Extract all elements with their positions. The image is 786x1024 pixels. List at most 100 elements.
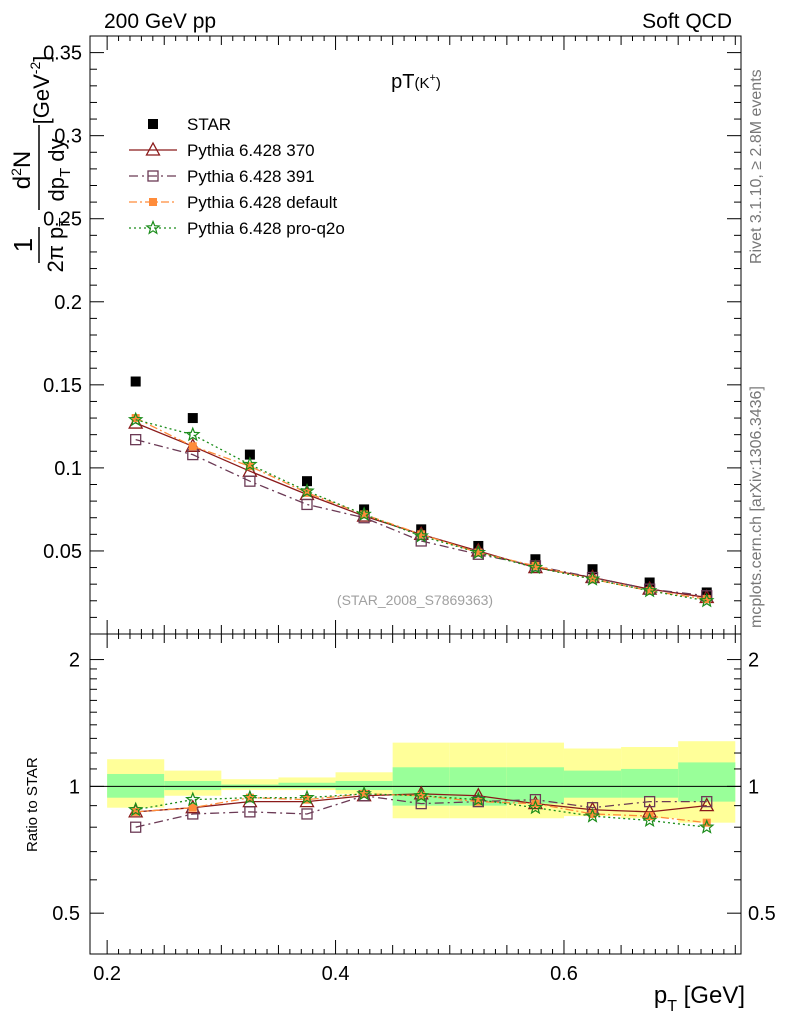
axis-ticks: [90, 35, 741, 954]
plot-title: pT(K+): [391, 71, 441, 93]
axis-tick-labels: 0.2 0.4 0.6 0.05 0.1 0.15 0.2 0.25 0.3 0.35 0.5 0.5…: [43, 43, 776, 985]
ratio-point-p391: [643, 795, 656, 808]
ratio-line-pq2o: [135, 793, 707, 828]
data-point-pdefault: [645, 586, 654, 595]
data-point-pq2o: [698, 592, 715, 608]
data-point-pdefault: [131, 414, 140, 423]
legend-label-p391: Pythia 6.428 391: [187, 167, 315, 186]
watermark: (STAR_2008_S7869363): [337, 592, 493, 608]
series-line-pdefault: [135, 417, 707, 600]
data-point-pq2o: [185, 426, 201, 442]
ratio-point-pdefault: [588, 809, 597, 818]
ratio-series: [127, 785, 715, 834]
legend-marker-pq2o: [145, 219, 161, 235]
legend-label-star: STAR: [187, 115, 231, 134]
data-point-pdefault: [531, 561, 540, 570]
legend-marker-p370: [145, 141, 161, 156]
ratio-point-pq2o: [242, 789, 258, 805]
data-point-p391: [130, 433, 142, 446]
y-tick-label-ratio: 2: [69, 650, 80, 672]
main-series: [127, 376, 715, 608]
data-point-pq2o: [527, 559, 544, 575]
data-point-pq2o: [299, 482, 315, 498]
side-text-mcplots: mcplots.cern.ch [arXiv:1306.3436]: [748, 386, 765, 628]
data-point-p391: [301, 498, 313, 511]
data-point-p391: [244, 475, 256, 487]
ratio-point-pq2o: [641, 812, 658, 828]
ratio-point-pq2o: [698, 819, 715, 834]
legend-marker-star: [148, 119, 158, 129]
ratio-point-pq2o: [299, 789, 315, 805]
svg-text:[GeV-2]: [GeV-2]: [27, 56, 54, 125]
data-point-star: [701, 587, 712, 598]
ratio-point-pq2o: [413, 787, 429, 803]
legend-marker-p391: [147, 170, 159, 182]
x-axis-label: pT [GeV]: [654, 982, 745, 1015]
y-tick-label: 0.05: [43, 541, 82, 563]
y-tick-label-ratio-right: 2: [748, 650, 759, 672]
ratio-point-pdefault: [474, 797, 483, 806]
y-tick-label: 0.35: [43, 43, 82, 65]
ratio-point-pq2o: [527, 799, 544, 815]
ratio-point-pq2o: [356, 785, 372, 801]
data-point-pdefault: [245, 462, 254, 471]
y-tick-label-ratio-right: 1: [748, 776, 759, 798]
x-tick-label: 0.2: [93, 963, 121, 985]
ratio-point-pdefault: [188, 803, 197, 812]
y-tick-label-ratio-right: 0.5: [748, 903, 776, 925]
ratio-point-pq2o: [584, 807, 601, 823]
data-point-star: [130, 376, 141, 387]
x-tick-label: 0.6: [550, 963, 578, 985]
x-tick-label: 0.4: [322, 963, 350, 985]
data-point-pdefault: [474, 548, 483, 557]
band-inner: [506, 767, 564, 804]
band-inner: [107, 773, 165, 798]
ratio-point-pdefault: [531, 799, 540, 808]
y-tick-label-ratio: 1: [69, 776, 80, 798]
svg-text:1: 1: [8, 238, 38, 252]
ratio-uncertainty-bands: [107, 741, 736, 823]
data-point-pq2o: [470, 544, 487, 560]
ratio-point-p391: [701, 795, 713, 808]
band-inner: [563, 770, 622, 798]
data-point-pq2o: [641, 582, 658, 598]
band-inner: [164, 780, 222, 791]
data-point-pdefault: [702, 595, 711, 604]
legend-label-pq2o: Pythia 6.428 pro-q2o: [187, 219, 345, 238]
y-axis-label-main: 1 2π pT d2N dpT dy [GeV-2]: [8, 56, 74, 273]
series-line-p391: [135, 439, 707, 597]
data-point-pdefault: [188, 442, 197, 451]
y-tick-label: 0.3: [54, 126, 82, 148]
y-tick-label: 0.15: [43, 375, 82, 397]
band-inner: [335, 780, 393, 791]
y-tick-label: 0.25: [43, 209, 82, 231]
legend-marker-pdefault: [149, 198, 157, 206]
band-inner: [678, 762, 736, 802]
data-point-pdefault: [360, 510, 369, 519]
y-tick-label: 0.2: [54, 292, 82, 314]
ratio-point-p391: [301, 808, 313, 820]
y-tick-label-ratio: 0.5: [52, 903, 80, 925]
ratio-point-pdefault: [645, 812, 654, 821]
data-point-star: [244, 449, 255, 460]
side-text-rivet: Rivet 3.1.10, ≥ 2.8M events: [748, 69, 765, 264]
legend-label-pdefault: Pythia 6.428 default: [187, 193, 338, 212]
svg-text:dpT dy: dpT dy: [44, 138, 74, 201]
svg-text:d2N: d2N: [8, 151, 36, 190]
ratio-point-p391: [130, 821, 142, 833]
y-axis-label-ratio: Ratio to STAR: [24, 757, 41, 852]
ratio-point-pdefault: [360, 789, 369, 798]
ratio-point-pq2o: [185, 791, 201, 807]
data-point-star: [187, 413, 198, 424]
data-point-pq2o: [413, 527, 429, 543]
data-point-pq2o: [242, 456, 258, 472]
ratio-point-pq2o: [127, 801, 144, 817]
legend-label-p370: Pythia 6.428 370: [187, 141, 315, 160]
header-right: Soft QCD: [642, 10, 732, 33]
band-inner: [621, 768, 679, 798]
data-point-star: [302, 476, 312, 487]
legend: STAR Pythia 6.428 370 Pythia 6.428 391 Pyth…: [129, 115, 345, 238]
ratio-point-pdefault: [702, 818, 711, 827]
ratio-point-p370: [699, 797, 715, 812]
data-point-pq2o: [127, 411, 144, 427]
